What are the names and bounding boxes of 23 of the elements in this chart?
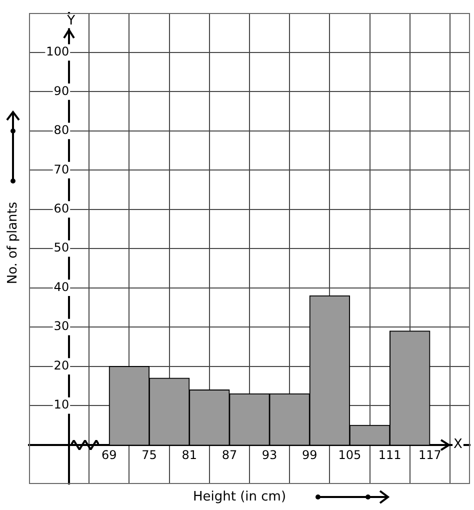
y-tick-label: 80 xyxy=(54,123,70,138)
y-tick-label: 90 xyxy=(54,84,70,98)
x-tick-label: 105 xyxy=(338,448,362,462)
y-tick-label: 100 xyxy=(46,44,70,59)
x-tick-label: 69 xyxy=(102,448,117,462)
x-tick-label: 111 xyxy=(378,448,402,462)
y-tick-label: 60 xyxy=(54,201,70,216)
x-tick-label: 87 xyxy=(222,448,238,462)
x-tick-label: 117 xyxy=(418,448,442,462)
x-axis-title: Height (in cm) xyxy=(192,489,286,504)
y-tick-label: 50 xyxy=(54,240,70,255)
annotation: X xyxy=(454,437,463,452)
y-axis-title: No. of plants xyxy=(5,202,20,284)
y-tick-label: 30 xyxy=(54,319,70,334)
annotation: Y xyxy=(66,14,76,29)
y-tick-label: 70 xyxy=(54,162,70,176)
x-tick-label: 93 xyxy=(262,448,278,462)
x-tick-label: 99 xyxy=(302,448,318,462)
x-tick-label: 81 xyxy=(182,448,198,462)
y-tick-label: 10 xyxy=(54,398,70,412)
y-tick-label: 40 xyxy=(54,280,70,294)
y-tick-label: 20 xyxy=(54,358,70,372)
x-tick-label: 75 xyxy=(142,448,157,462)
